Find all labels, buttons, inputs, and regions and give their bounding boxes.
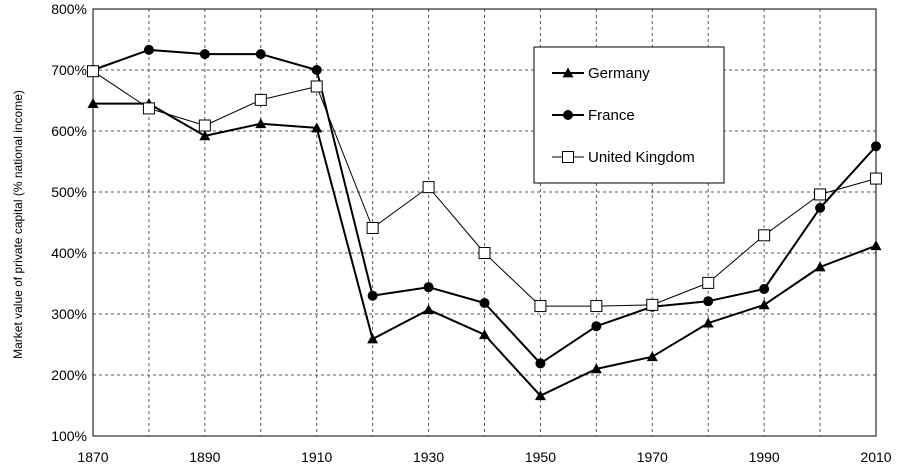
data-point-germany <box>534 390 546 401</box>
data-point-germany <box>199 130 211 141</box>
data-point-germany <box>870 240 882 251</box>
data-point-united-kingdom <box>142 102 155 115</box>
legend-marker-germany <box>562 67 574 78</box>
data-point-france <box>591 321 602 332</box>
legend-label-united-kingdom: United Kingdom <box>588 149 695 166</box>
data-point-united-kingdom <box>702 276 715 289</box>
y-tick-label: 400% <box>51 245 87 261</box>
data-point-france <box>143 44 154 55</box>
x-tick-label: 1990 <box>749 449 780 465</box>
legend-marker-united-kingdom <box>562 151 574 163</box>
data-point-germany <box>367 333 379 344</box>
legend-marker-france <box>563 110 573 120</box>
data-point-france <box>255 49 266 60</box>
y-tick-label: 200% <box>51 367 87 383</box>
data-point-germany <box>311 122 323 133</box>
legend-label-germany: Germany <box>588 65 650 82</box>
x-tick-label: 1890 <box>189 449 220 465</box>
legend: Germany France United Kingdom <box>533 46 725 184</box>
data-point-germany <box>590 363 602 374</box>
x-tick-label: 1950 <box>525 449 556 465</box>
y-tick-label: 800% <box>51 1 87 17</box>
data-point-united-kingdom <box>254 93 267 106</box>
data-point-france <box>815 202 826 213</box>
data-point-united-kingdom <box>534 300 547 313</box>
data-point-united-kingdom <box>198 119 211 132</box>
data-point-united-kingdom <box>366 221 379 234</box>
data-point-germany <box>87 98 99 108</box>
data-point-united-kingdom <box>758 229 771 242</box>
gridlines <box>93 9 876 436</box>
data-point-france <box>759 283 770 294</box>
y-tick-label: 600% <box>51 123 87 139</box>
x-tick-label: 1970 <box>637 449 668 465</box>
y-tick-label: 300% <box>51 306 87 322</box>
data-point-france <box>703 296 714 307</box>
y-tick-label: 700% <box>51 62 87 78</box>
data-point-germany <box>255 118 267 129</box>
data-point-france <box>871 141 881 152</box>
y-axis-tick-labels: 100% 200% 300% 400% 500% 600% 700% 800% <box>51 1 87 444</box>
x-axis-tick-labels: 1870 1890 1910 1930 1950 1970 1990 2010 <box>77 449 891 465</box>
legend-label-france: France <box>588 107 635 124</box>
legend-item-france: France <box>552 107 635 124</box>
data-point-france <box>535 358 546 369</box>
data-point-united-kingdom <box>478 247 491 259</box>
data-point-united-kingdom <box>310 80 323 93</box>
data-point-germany <box>423 304 435 315</box>
data-point-france <box>311 65 322 75</box>
y-tick-label: 100% <box>51 428 87 444</box>
data-point-germany <box>758 299 770 310</box>
y-tick-label: 500% <box>51 184 87 200</box>
x-tick-label: 2010 <box>860 449 891 465</box>
data-point-germany <box>479 329 490 340</box>
data-point-united-kingdom <box>590 300 603 313</box>
data-point-france <box>199 49 210 60</box>
data-point-united-kingdom <box>814 188 827 201</box>
series-france <box>88 44 881 369</box>
data-point-france <box>479 298 490 309</box>
series-germany <box>87 98 882 401</box>
series-lines <box>87 44 882 401</box>
data-point-united-kingdom <box>646 298 659 311</box>
legend-item-united-kingdom: United Kingdom <box>552 149 695 166</box>
data-point-germany <box>814 261 826 272</box>
data-point-germany <box>702 317 714 328</box>
plot-area-frame <box>92 8 877 437</box>
data-point-france <box>367 290 378 301</box>
data-point-united-kingdom <box>87 65 99 78</box>
data-point-germany <box>646 351 658 362</box>
data-point-france <box>423 282 434 293</box>
series-united-kingdom <box>87 65 882 313</box>
legend-item-germany: Germany <box>552 65 650 82</box>
y-axis-title: Market value of private capital (% natio… <box>11 90 25 359</box>
x-tick-label: 1870 <box>77 449 108 465</box>
data-point-united-kingdom <box>422 181 435 194</box>
data-point-united-kingdom <box>870 172 882 185</box>
x-tick-label: 1930 <box>413 449 444 465</box>
x-tick-label: 1910 <box>301 449 332 465</box>
